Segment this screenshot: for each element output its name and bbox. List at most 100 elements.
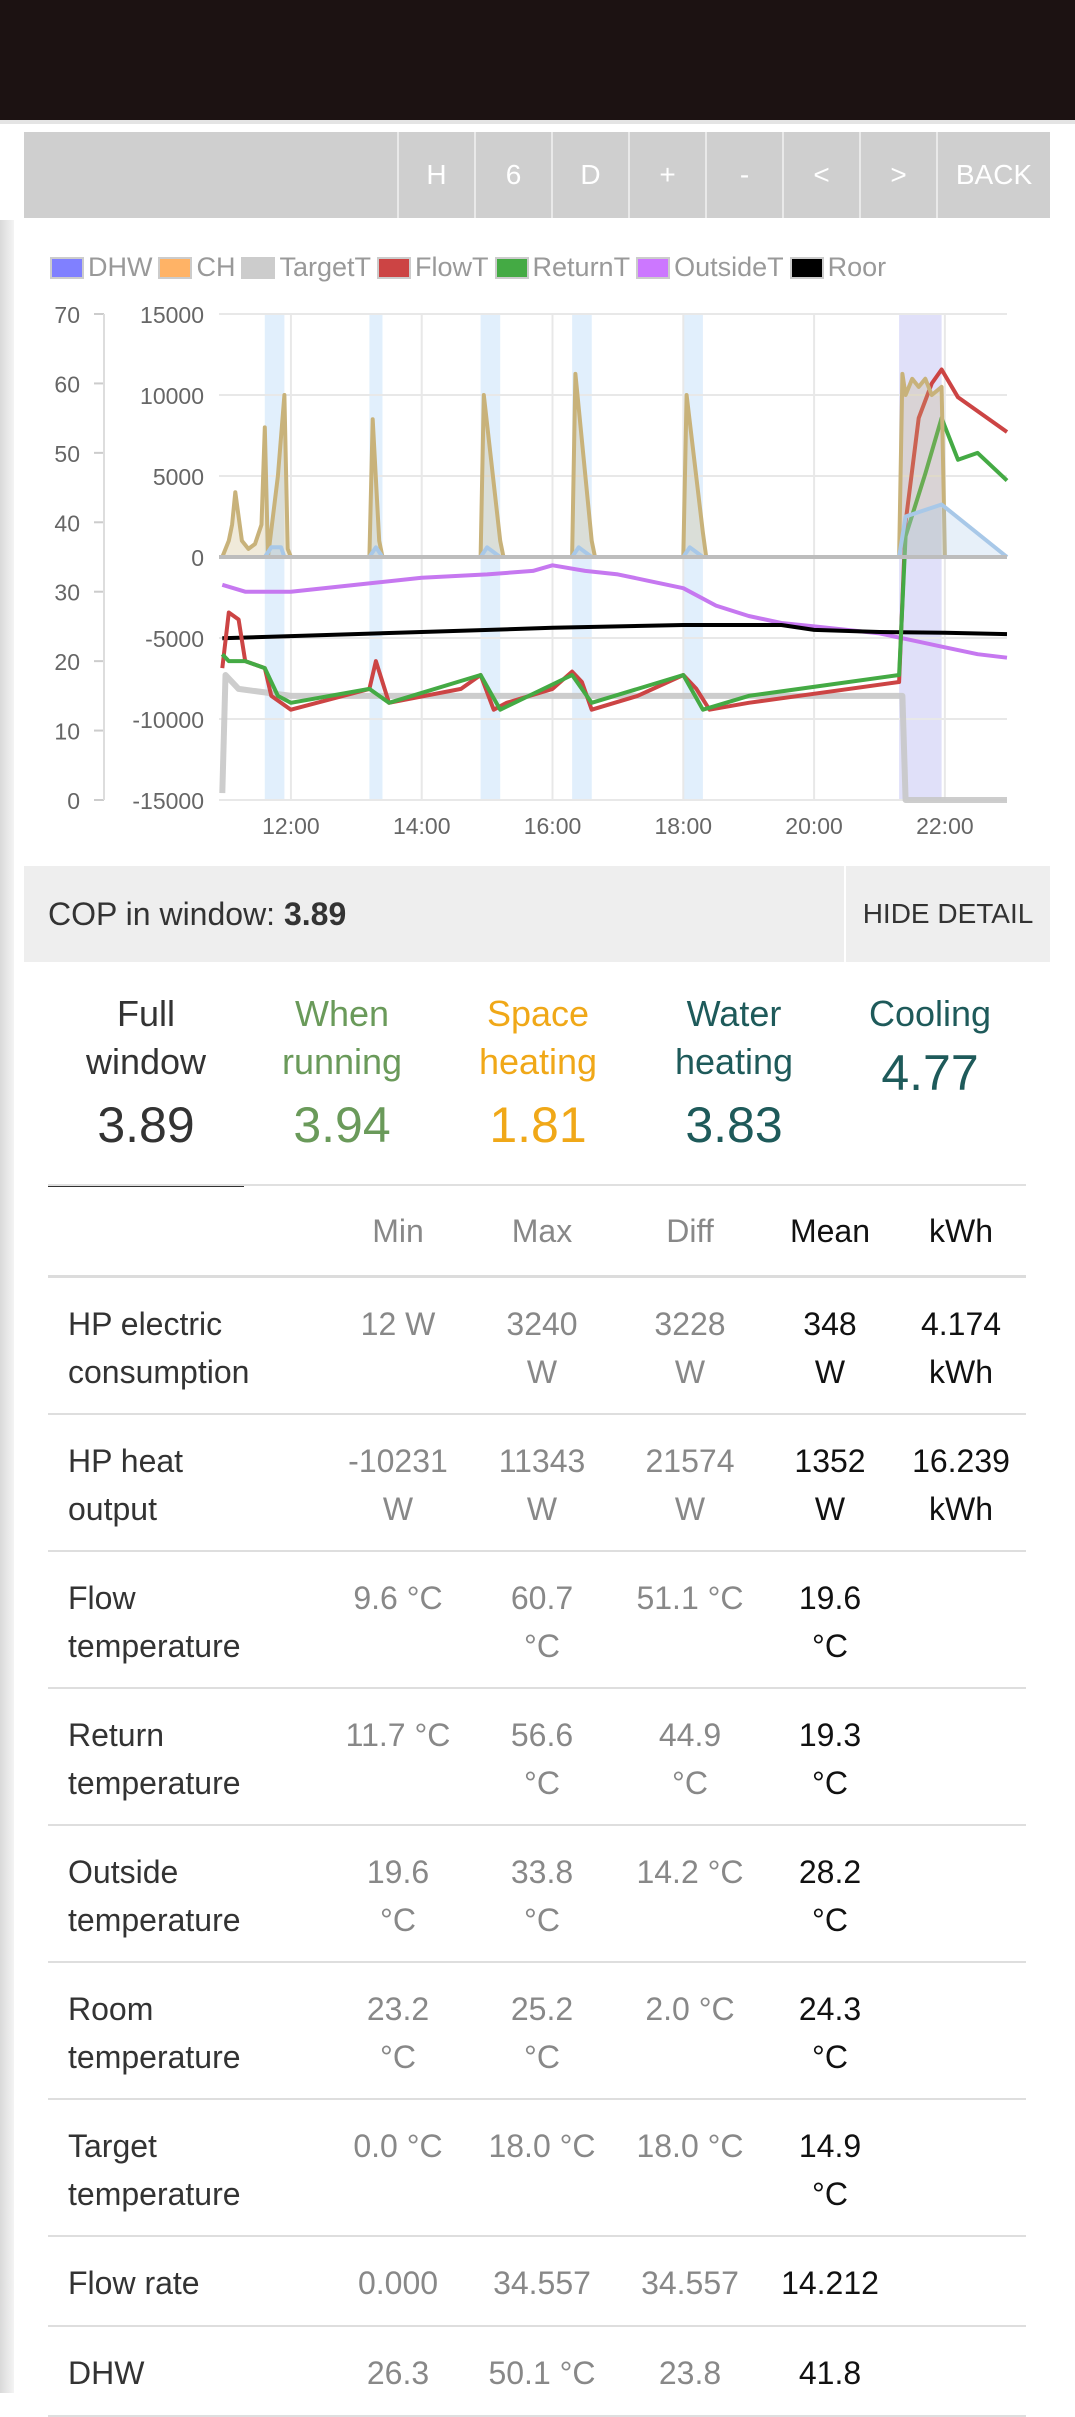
cell-diff: 2.0 °C xyxy=(616,1961,764,2100)
right-axis-tick-label: 0 xyxy=(191,545,204,571)
tab-label: When running xyxy=(281,993,403,1082)
table-row: Flow rate 0.000 34.557 34.557 14.212 xyxy=(48,2235,1026,2327)
cell-mean: 19.6 °C xyxy=(764,1550,896,1689)
legend-label: FlowT xyxy=(415,252,489,282)
tab-when-running[interactable]: When running 3.94 xyxy=(244,986,440,1184)
table-row: HP electric consumption 12 W 3240 W 3228 W … xyxy=(48,1276,1026,1415)
cell-diff: 23.8 xyxy=(616,2325,764,2417)
series-area-hp-heat xyxy=(222,373,1008,557)
legend-item-dhw[interactable]: DHW xyxy=(50,252,152,283)
cell-min: 26.3 xyxy=(328,2325,468,2417)
right-axis-tick-label: -15000 xyxy=(132,788,204,814)
cell-max: 34.557 xyxy=(468,2235,616,2327)
tab-water-heating[interactable]: Water heating 3.83 xyxy=(636,986,832,1184)
legend-item-room[interactable]: Roor xyxy=(789,252,886,283)
legend-swatch xyxy=(494,256,529,279)
column-header-min: Min xyxy=(328,1187,468,1278)
legend-item-targett[interactable]: TargetT xyxy=(241,252,371,283)
cell-kwh xyxy=(896,1550,1026,1689)
left-axis-tick-label: 40 xyxy=(54,510,80,536)
cop-summary-bar: COP in window: 3.89 HIDE DETAIL xyxy=(24,866,1050,962)
tab-full-window[interactable]: Full window 3.89 xyxy=(48,986,244,1187)
row-label: Flow temperature xyxy=(48,1550,328,1689)
cell-mean: 14.212 xyxy=(764,2235,896,2327)
row-label: HP heat output xyxy=(48,1413,328,1552)
legend-item-flowt[interactable]: FlowT xyxy=(377,252,489,283)
left-axis-tick-label: 30 xyxy=(54,580,80,606)
tab-value: 3.94 xyxy=(293,1097,391,1153)
series-line-flowt xyxy=(220,367,1009,712)
legend-label: DHW xyxy=(88,252,153,282)
right-axis-tick-label: 10000 xyxy=(140,383,204,409)
series-area-hp-elec xyxy=(222,504,1008,557)
heatpump-chart[interactable]: 0 10 20 30 40 50 60 70 -15000 -10000 -5000 0 5000 100… xyxy=(24,292,1050,852)
day-button[interactable]: D xyxy=(551,132,628,218)
cell-kwh xyxy=(896,1687,1026,1826)
cell-diff: 3228 W xyxy=(616,1276,764,1415)
tab-value: 4.77 xyxy=(881,1045,979,1101)
row-label: DHW xyxy=(48,2325,328,2417)
hide-detail-button[interactable]: HIDE DETAIL xyxy=(844,866,1050,962)
chart-toolbar: H 6 D + - < > BACK xyxy=(24,132,1050,218)
chart-area[interactable]: 0 10 20 30 40 50 60 70 -15000 -10000 -5000 0 5000 100… xyxy=(24,292,1050,852)
row-label: Target temperature xyxy=(48,2098,328,2237)
table-row: Room temperature 23.2 °C 25.2 °C 2.0 °C 24.… xyxy=(48,1961,1026,2100)
cell-kwh xyxy=(896,1961,1026,2100)
x-axis-tick-label: 18:00 xyxy=(655,813,713,839)
cell-mean: 19.3 °C xyxy=(764,1687,896,1826)
tab-cooling[interactable]: Cooling 4.77 xyxy=(832,986,1028,1184)
cell-max: 3240 W xyxy=(468,1276,616,1415)
x-axis-tick-label: 14:00 xyxy=(393,813,451,839)
cell-kwh xyxy=(896,1824,1026,1963)
cell-diff: 51.1 °C xyxy=(616,1550,764,1689)
pan-left-button[interactable]: < xyxy=(782,132,859,218)
cop-value: 3.89 xyxy=(283,896,347,932)
x-axis-tick-label: 12:00 xyxy=(262,813,320,839)
legend-item-returnt[interactable]: ReturnT xyxy=(494,252,631,283)
legend-swatch xyxy=(377,256,412,279)
right-axis-tick-label: 15000 xyxy=(140,302,204,328)
cell-max: 60.7 °C xyxy=(468,1550,616,1689)
right-axis-tick-label: -10000 xyxy=(132,707,204,733)
table-header-row: Min Max Diff Mean kWh xyxy=(48,1187,1026,1278)
row-label: HP electric consumption xyxy=(48,1276,328,1415)
x-axis-tick-label: 20:00 xyxy=(785,813,843,839)
cell-max: 18.0 °C xyxy=(468,2098,616,2237)
six-hour-button[interactable]: 6 xyxy=(474,132,551,218)
row-label: Return temperature xyxy=(48,1687,328,1826)
hour-button[interactable]: H xyxy=(397,132,474,218)
cell-min: 23.2 °C xyxy=(328,1961,468,2100)
cell-kwh xyxy=(896,2325,1026,2417)
zoom-out-button[interactable]: - xyxy=(705,132,782,218)
cop-text: COP in window: 3.89 xyxy=(48,896,346,933)
back-button[interactable]: BACK xyxy=(936,132,1050,218)
cop-tabs: Full window 3.89 When running 3.94 Space he… xyxy=(48,986,1028,1187)
column-header-mean: Mean xyxy=(764,1187,896,1278)
cell-min: 12 W xyxy=(328,1276,468,1415)
tab-label: Full window xyxy=(85,993,207,1082)
series-line-room xyxy=(222,623,1008,641)
series-line-outsidet xyxy=(221,563,1008,660)
legend-item-outsidet[interactable]: OutsideT xyxy=(636,252,784,283)
legend-label: OutsideT xyxy=(674,252,784,282)
cell-mean: 1352 W xyxy=(764,1413,896,1552)
legend-swatch xyxy=(50,256,84,279)
tabs-divider xyxy=(48,1184,1026,1186)
cell-min: 9.6 °C xyxy=(328,1550,468,1689)
left-axis-tick-label: 60 xyxy=(54,371,80,397)
tab-label: Water heating xyxy=(674,993,794,1082)
cell-mean: 28.2 °C xyxy=(764,1824,896,1963)
cell-kwh: 16.239 kWh xyxy=(896,1413,1026,1552)
tab-value: 3.89 xyxy=(97,1097,195,1153)
tab-space-heating[interactable]: Space heating 1.81 xyxy=(440,986,636,1184)
cell-diff: 34.557 xyxy=(616,2235,764,2327)
pan-right-button[interactable]: > xyxy=(859,132,936,218)
left-axis-tick-label: 70 xyxy=(54,302,80,328)
cell-kwh xyxy=(896,2098,1026,2237)
cell-diff: 14.2 °C xyxy=(616,1824,764,1963)
legend-item-ch[interactable]: CH xyxy=(158,252,235,283)
legend-label: ReturnT xyxy=(532,252,631,282)
cell-mean: 14.9 °C xyxy=(764,2098,896,2237)
cell-min: 19.6 °C xyxy=(328,1824,468,1963)
zoom-in-button[interactable]: + xyxy=(628,132,705,218)
